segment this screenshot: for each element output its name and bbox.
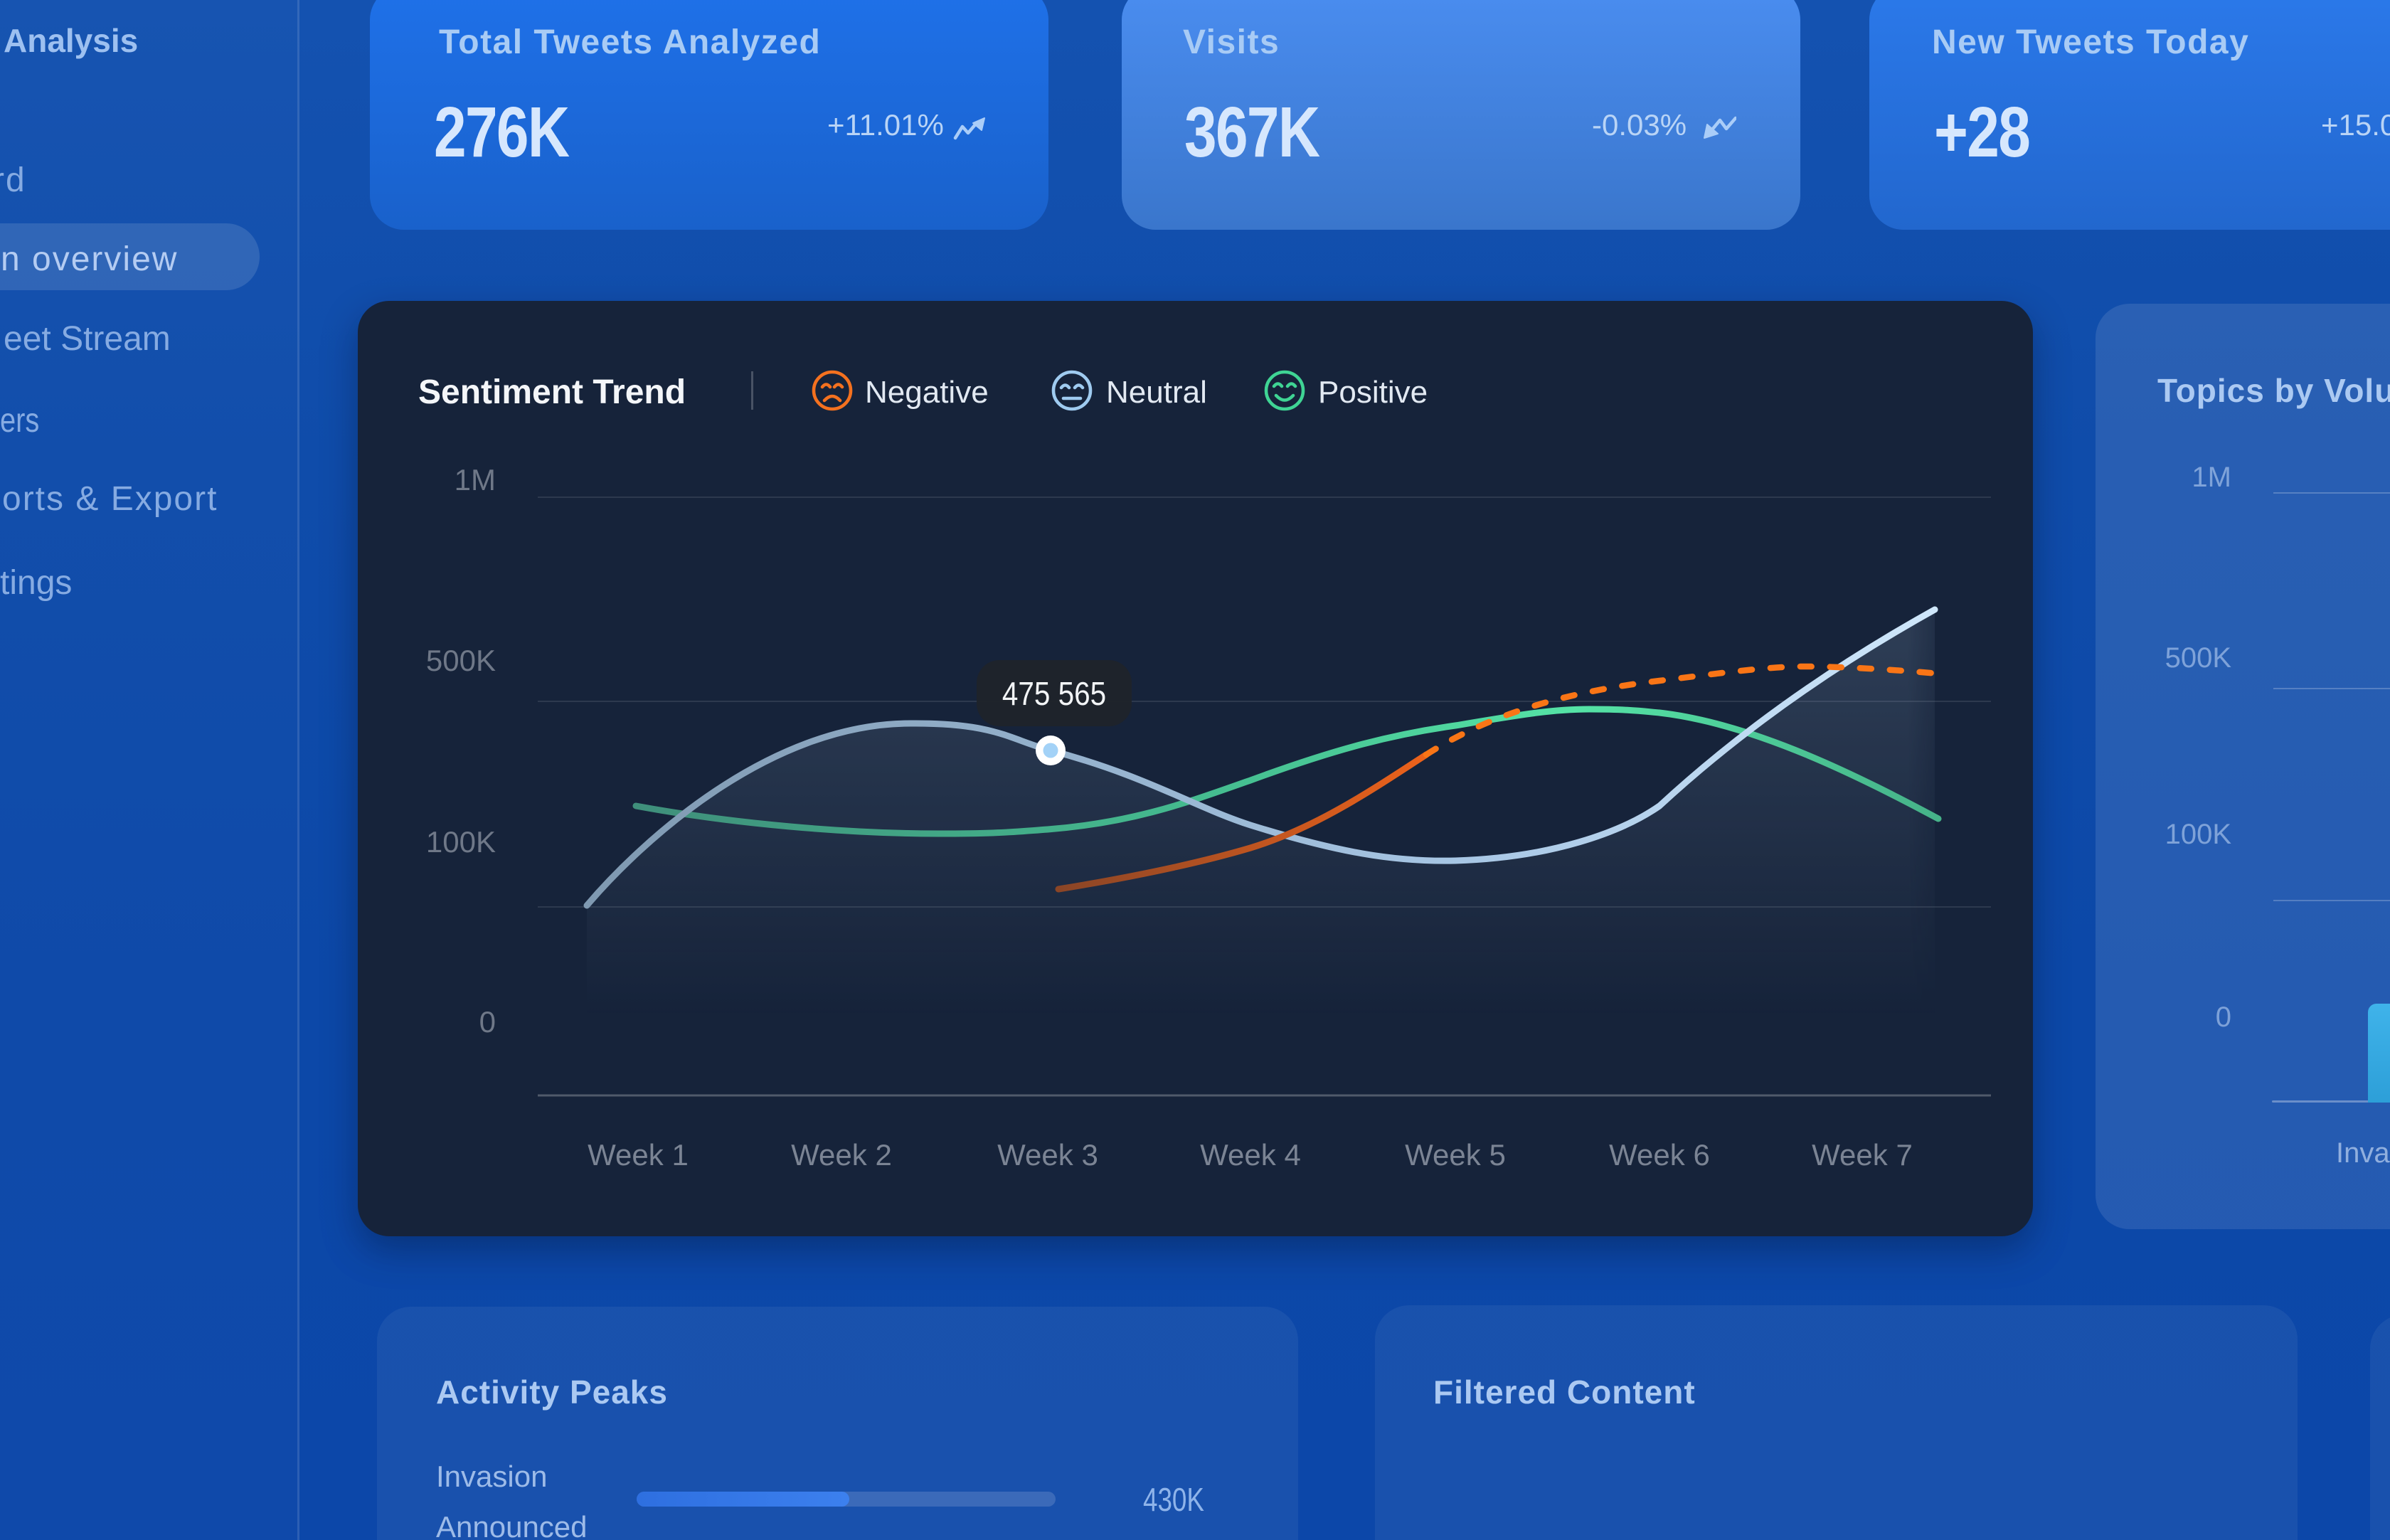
svg-text:475 565: 475 565 — [1002, 676, 1106, 713]
